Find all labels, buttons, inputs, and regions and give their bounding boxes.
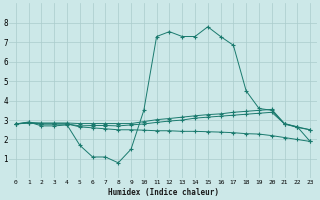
X-axis label: Humidex (Indice chaleur): Humidex (Indice chaleur) <box>108 188 219 197</box>
